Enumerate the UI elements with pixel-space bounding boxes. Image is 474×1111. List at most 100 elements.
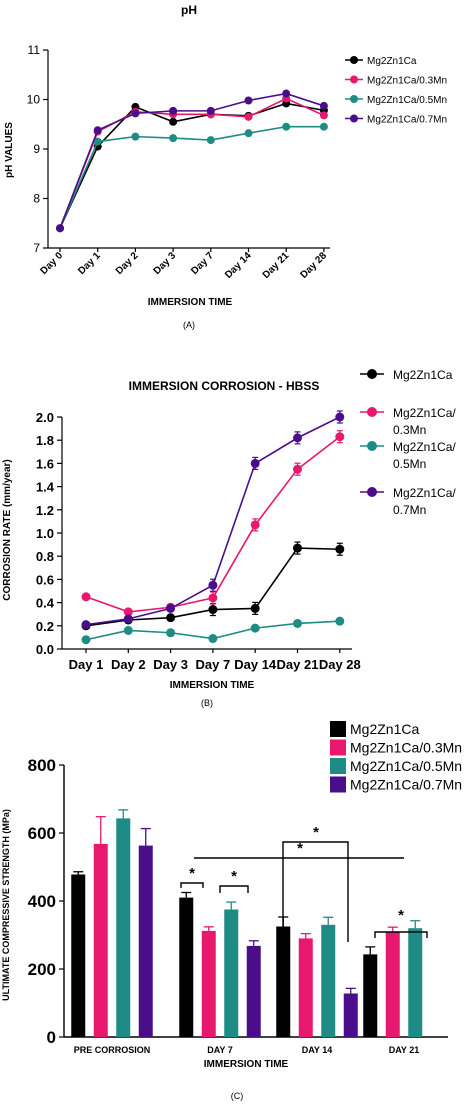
chart-c-significance-marker: * xyxy=(189,865,195,882)
chart-a-data-point xyxy=(131,109,140,118)
chart-c-x-tick-label: DAY 14 xyxy=(302,1045,333,1055)
chart-a-data-point xyxy=(169,134,178,143)
chart-b-x-tick-label: Day 1 xyxy=(69,657,104,672)
chart-c-significance-marker: * xyxy=(231,868,237,885)
chart-a-data-point xyxy=(319,111,328,120)
chart-b-legend-label: 0.3Mn xyxy=(393,423,426,437)
chart-b-data-point xyxy=(166,603,176,613)
chart-b-data-point xyxy=(250,603,260,613)
chart-c-legend-swatch xyxy=(330,739,346,756)
chart-b-y-tick-label: 1.6 xyxy=(36,456,54,471)
chart-b-data-point xyxy=(123,614,133,624)
chart-c-significance-bracket xyxy=(219,885,249,893)
chart-b-data-point xyxy=(81,592,91,602)
chart-a-x-tick-label: Day 21 xyxy=(261,250,292,281)
chart-b-data-point xyxy=(166,628,176,638)
chart-c-significance-bracket xyxy=(374,931,428,938)
chart-a-series-line xyxy=(59,97,325,229)
chart-a-y-axis-label: pH VALUES xyxy=(4,122,15,178)
chart-b-data-point xyxy=(81,620,91,630)
chart-c-x-axis-label: IMMERSION TIME xyxy=(204,1059,289,1070)
chart-c-y-tick-label: 400 xyxy=(28,892,56,911)
chart-b-x-tick-label: Day 3 xyxy=(153,657,188,672)
chart-a-x-tick-label: Day 7 xyxy=(189,250,216,277)
chart-a-data-point xyxy=(206,106,215,115)
chart-a-legend-marker xyxy=(350,75,358,84)
chart-c-bar xyxy=(201,930,216,1037)
chart-a-data-point xyxy=(244,112,253,121)
chart-a-series-line xyxy=(59,125,324,229)
chart-b-legend-label: Mg2Zn1Ca/ xyxy=(393,440,456,454)
chart-a-data-point xyxy=(282,89,291,98)
chart-a-x-tick-label: Day 28 xyxy=(298,250,329,281)
chart-a-series-line xyxy=(59,102,325,229)
chart-b-data-point xyxy=(208,593,218,603)
chart-c-legend-swatch xyxy=(330,758,346,774)
chart-c-y-tick-label: 800 xyxy=(28,756,56,775)
chart-b-y-tick-label: 1.0 xyxy=(36,526,54,541)
chart-b-data-point xyxy=(293,433,302,443)
chart-b-title: IMMERSION CORROSION - HBSS xyxy=(129,379,320,393)
chart-a-legend-label: Mg2Zn1Ca xyxy=(367,56,417,67)
chart-b-x-tick-label: Day 2 xyxy=(111,657,146,672)
chart-b-y-tick-label: 0.0 xyxy=(36,642,54,657)
chart-c-y-tick-label: 200 xyxy=(28,960,56,979)
chart-c-x-tick-label: DAY 21 xyxy=(389,1045,420,1055)
chart-a-legend-label: Mg2Zn1Ca/0.5Mn xyxy=(367,95,447,106)
chart-b-x-tick-label: Day 28 xyxy=(319,657,361,672)
chart-a-x-tick-label: Day 3 xyxy=(152,250,179,277)
chart-c-bar xyxy=(385,932,400,1037)
chart-b-data-point xyxy=(208,580,218,590)
chart-a-data-point xyxy=(131,132,140,141)
chart-c-bar xyxy=(343,993,358,1037)
chart-c-bar xyxy=(71,874,86,1037)
chart-a-data-point xyxy=(93,137,102,146)
chart-c-bar xyxy=(276,926,291,1037)
chart-c-legend-swatch xyxy=(330,776,346,793)
chart-c-legend-label: Mg2Zn1Ca/0.3Mn xyxy=(350,740,462,756)
chart-b-data-point xyxy=(293,464,302,474)
chart-c-bar xyxy=(179,897,194,1037)
chart-c-significance-marker: * xyxy=(398,907,404,924)
chart-c-caption: (C) xyxy=(231,1091,244,1101)
chart-b-data-point xyxy=(123,607,133,617)
chart-a-y-tick-label: 7 xyxy=(33,241,40,255)
chart-a-x-axis-label: IMMERSION TIME xyxy=(148,297,233,308)
chart-a-x-tick-label: Day 2 xyxy=(114,250,141,277)
chart-c-y-axis-label: ULTIMATE COMPRESSIVE STRENGTH (MPa) xyxy=(1,809,11,1001)
chart-c-x-tick-label: DAY 7 xyxy=(207,1045,233,1055)
chart-b-data-point xyxy=(335,616,345,626)
chart-b-legend-marker xyxy=(367,369,377,379)
chart-c-significance-bracket xyxy=(282,841,349,942)
chart-c-significance-marker: * xyxy=(297,840,303,857)
chart-b-legend-label: Mg2Zn1Ca xyxy=(393,368,453,382)
chart-a-data-point xyxy=(319,122,328,131)
chart-a-data-point xyxy=(56,224,64,233)
chart-a-x-tick-label: Day 0 xyxy=(38,250,65,277)
chart-a-legend-marker xyxy=(350,56,358,64)
chart-a-data-point xyxy=(169,106,178,115)
chart-b-legend-label: Mg2Zn1Ca/ xyxy=(393,406,456,420)
chart-c-y-tick-label: 600 xyxy=(28,824,56,843)
chart-b-y-tick-label: 0.4 xyxy=(36,596,55,611)
chart-b-legend-marker xyxy=(367,441,377,451)
chart-a-legend-marker xyxy=(350,95,358,103)
chart-b-data-point xyxy=(335,432,345,442)
chart-b-data-point xyxy=(293,543,302,553)
chart-b-x-tick-label: Day 21 xyxy=(277,657,319,672)
chart-c-x-tick-label: PRE CORROSION xyxy=(74,1045,151,1055)
chart-b-y-tick-label: 2.0 xyxy=(36,410,54,425)
chart-b-data-point xyxy=(166,613,176,623)
chart-b-data-point xyxy=(208,634,218,644)
chart-a-legend-marker xyxy=(350,114,358,123)
chart-b-legend-label: Mg2Zn1Ca/ xyxy=(393,486,456,500)
chart-b-data-point xyxy=(250,520,260,530)
chart-c-legend-swatch xyxy=(330,721,346,737)
chart-b-data-point xyxy=(250,458,260,468)
chart-b-x-tick-label: Day 14 xyxy=(234,657,277,672)
chart-c-y-tick-label: 0 xyxy=(47,1028,56,1047)
chart-b-caption: (B) xyxy=(201,698,213,708)
chart-c-bar xyxy=(138,845,153,1037)
chart-a-series-line xyxy=(59,92,325,229)
chart-c-legend-label: Mg2Zn1Ca/0.7Mn xyxy=(350,777,462,793)
